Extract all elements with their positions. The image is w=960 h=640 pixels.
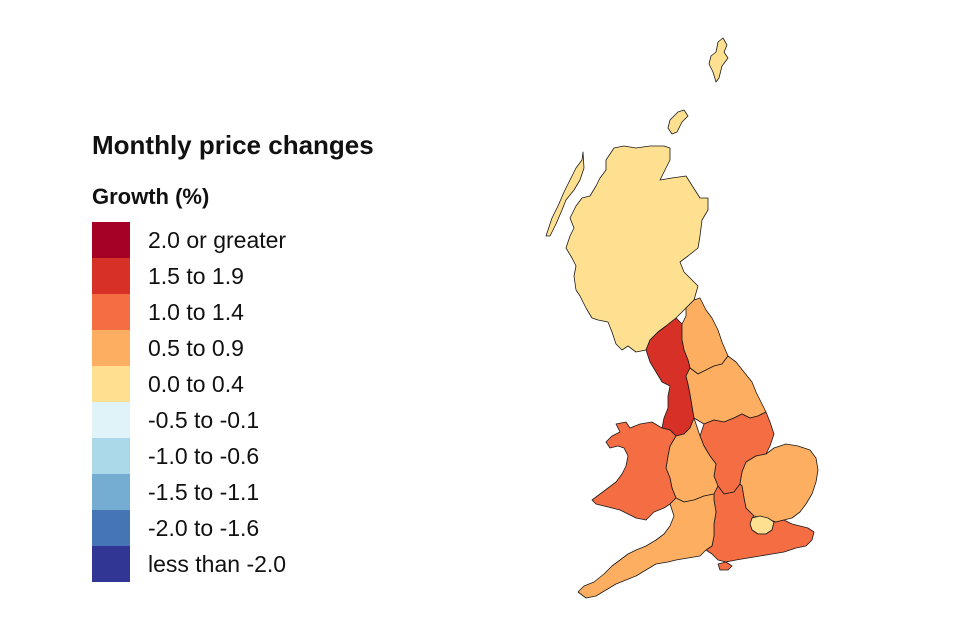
legend-item: 0.0 to 0.4 [92,366,392,402]
legend-label: 1.5 to 1.9 [148,263,244,289]
region-south-west[interactable]: South West: 0.5 to 0.9 [577,493,717,599]
region-scotland-orkney[interactable]: Scotland: 0.0 to 0.4 [667,109,689,135]
legend-item: -2.0 to -1.6 [92,510,392,546]
legend-item: 1.5 to 1.9 [92,258,392,294]
region-wales[interactable]: Wales: 1.0 to 1.4 [591,421,677,521]
legend-item: 1.0 to 1.4 [92,294,392,330]
legend: Monthly price changes Growth (%) 2.0 or … [92,128,432,582]
legend-label: 2.0 or greater [148,227,287,253]
legend-item: 0.5 to 0.9 [92,330,392,366]
legend-swatch [92,366,130,402]
region-scotland-hebrides[interactable]: Scotland: 0.0 to 0.4 [545,151,585,237]
uk-choropleth-map: Scotland: 0.0 to 0.4 Scotland: 0.0 to 0.… [545,37,819,599]
legend-item: 2.0 or greater [92,222,392,258]
legend-items: 2.0 or greater 1.5 to 1.9 1.0 to 1.4 0.5… [92,222,392,582]
legend-label: -1.0 to -0.6 [148,443,260,469]
legend-item: -0.5 to -0.1 [92,402,392,438]
legend-item: -1.5 to -1.1 [92,474,392,510]
legend-label: -0.5 to -0.1 [148,407,260,433]
legend-label: -1.5 to -1.1 [148,479,260,505]
legend-swatch [92,222,130,258]
legend-swatch [92,330,130,366]
legend-swatch [92,438,130,474]
legend-swatch [92,546,130,582]
legend-swatch [92,474,130,510]
legend-subtitle: Growth (%) [92,184,210,209]
legend-swatch [92,294,130,330]
legend-label: 1.0 to 1.4 [148,299,244,325]
legend-item: less than -2.0 [92,546,392,582]
region-south-east-isle-of-wight[interactable]: South East: 1.0 to 1.4 [717,561,733,571]
legend-title: Monthly price changes [92,130,374,160]
legend-swatch [92,402,130,438]
legend-label: 0.0 to 0.4 [148,371,244,397]
region-scotland-shetland[interactable]: Scotland: 0.0 to 0.4 [708,37,729,83]
legend-item: -1.0 to -0.6 [92,438,392,474]
legend-label: -2.0 to -1.6 [148,515,260,541]
legend-swatch [92,510,130,546]
legend-swatch [92,258,130,294]
legend-label: 0.5 to 0.9 [148,335,244,361]
legend-label: less than -2.0 [148,551,287,577]
